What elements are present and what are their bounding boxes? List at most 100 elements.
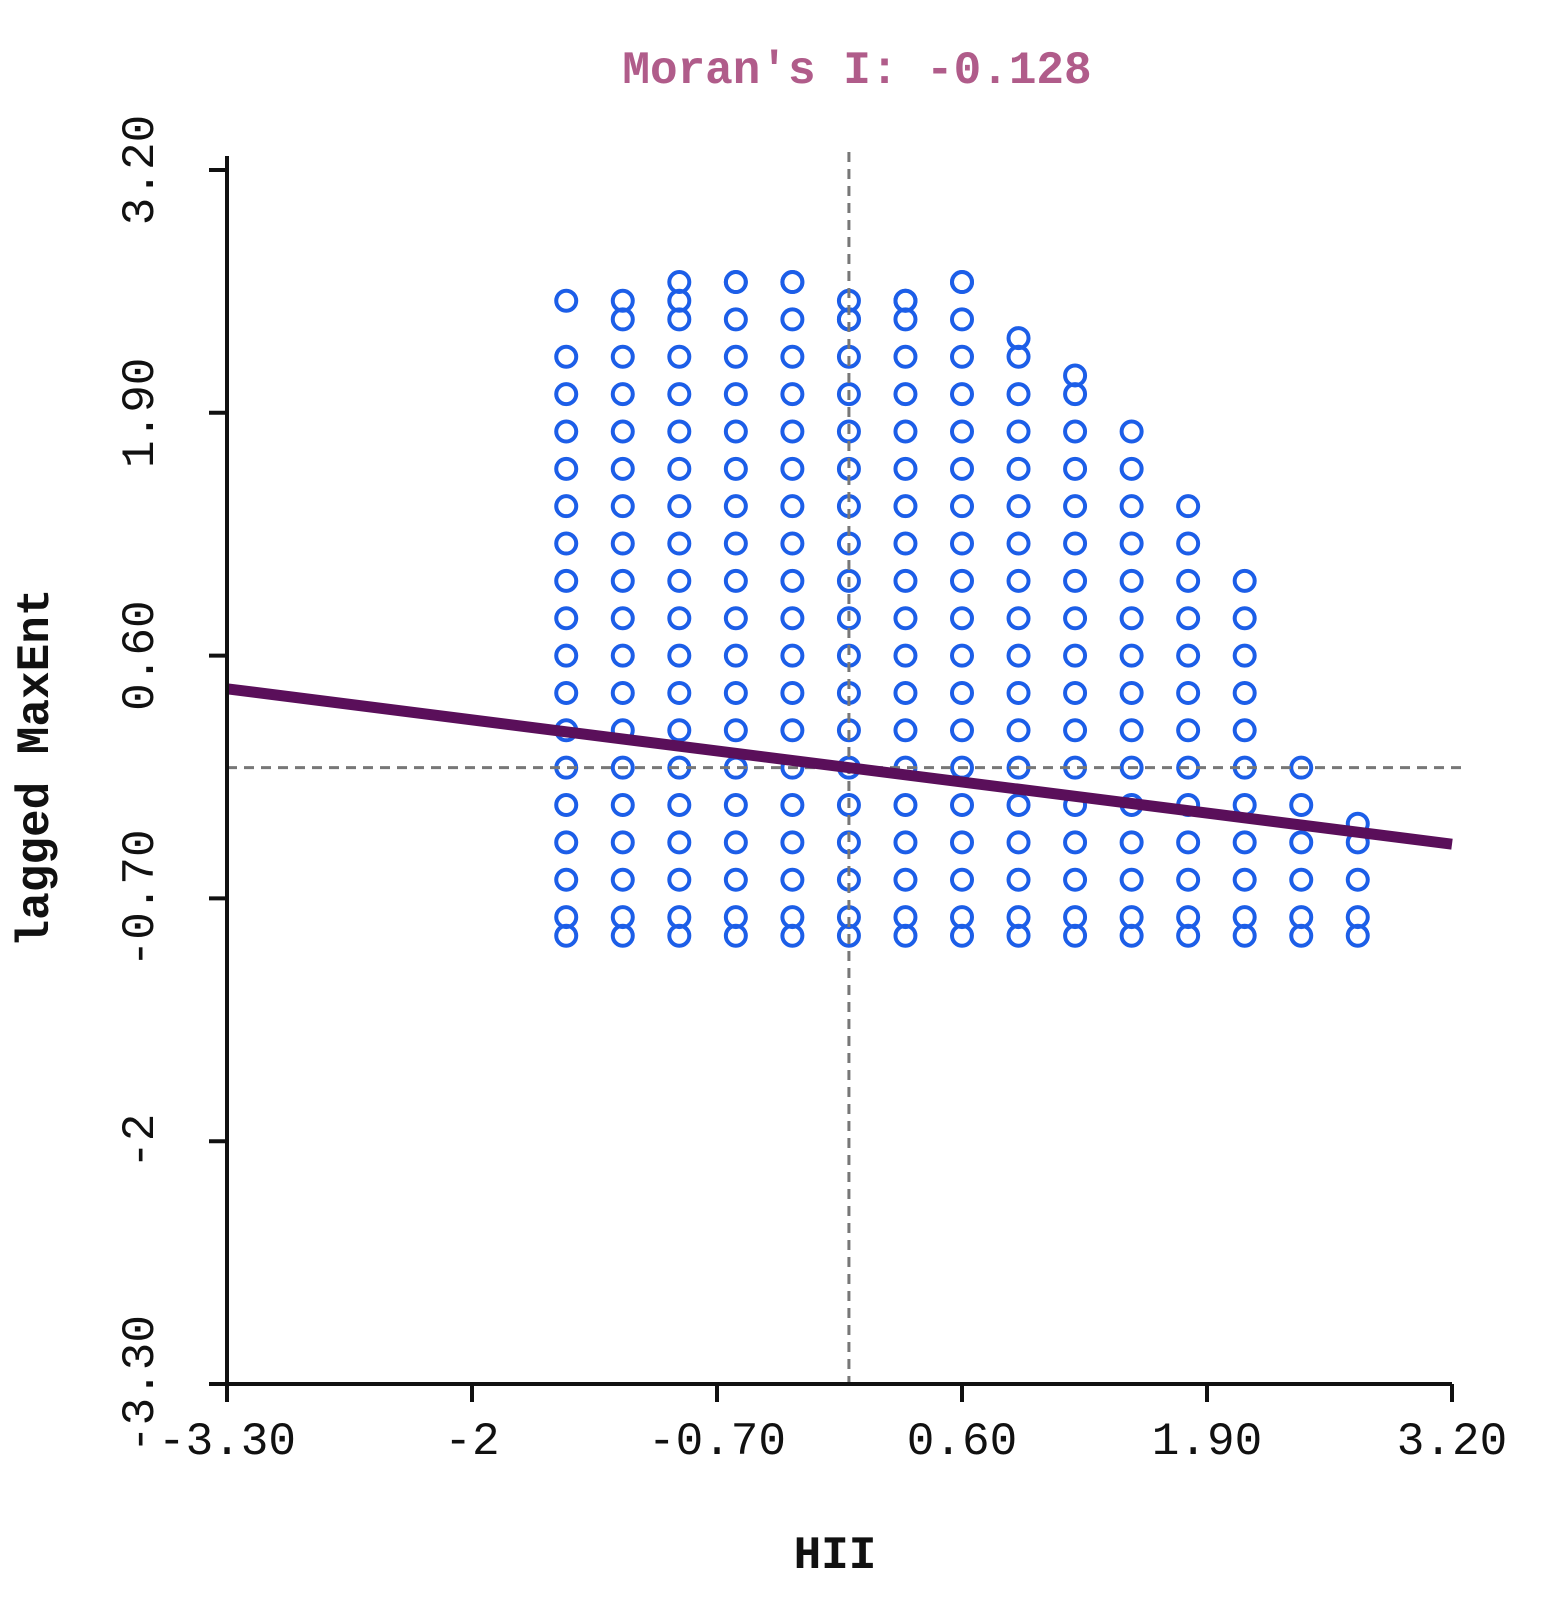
scatter-point [1345, 867, 1370, 892]
scatter-point [610, 344, 635, 369]
scatter-point [950, 419, 974, 444]
scatter-point [723, 905, 748, 930]
scatter-point [610, 867, 635, 892]
scatter-point [554, 456, 579, 481]
scatter-point [1063, 419, 1088, 444]
scatter-point [667, 680, 692, 705]
scatter-point [610, 793, 635, 818]
scatter-point [554, 830, 579, 855]
scatter-point [780, 680, 805, 705]
scatter-point [723, 344, 748, 369]
scatter-point [950, 568, 974, 593]
scatter-point [610, 419, 635, 444]
scatter-point [1232, 718, 1257, 743]
scatter-point [780, 270, 805, 295]
scatter-point [950, 606, 974, 631]
scatter-point [1232, 568, 1257, 593]
scatter-point [554, 419, 579, 444]
y-tick-label: 1.90 [115, 358, 167, 468]
scatter-point [723, 643, 748, 668]
scatter-point [1119, 419, 1144, 444]
scatter-point [780, 606, 805, 631]
y-tick-label: -0.70 [115, 829, 167, 967]
scatter-point [1232, 867, 1257, 892]
scatter-point [893, 718, 918, 743]
scatter-point [667, 419, 692, 444]
scatter-point [950, 830, 974, 855]
scatter-point [893, 419, 918, 444]
scatter-point [1232, 905, 1257, 930]
scatter-point [780, 718, 805, 743]
scatter-point [610, 755, 635, 780]
scatter-point [780, 830, 805, 855]
scatter-point [1176, 643, 1201, 668]
x-axis-ticks: -3.30 -2 -0.70 0.60 1.90 3.20 [158, 1384, 1507, 1468]
scatter-point [1006, 867, 1031, 892]
scatter-point [610, 680, 635, 705]
scatter-point [1063, 531, 1088, 556]
scatter-point [1176, 606, 1201, 631]
scatter-point [723, 307, 748, 332]
scatter-point [950, 270, 974, 295]
y-tick-label: 0.60 [115, 600, 167, 710]
scatter-point [667, 830, 692, 855]
scatter-point [950, 307, 974, 332]
scatter-point [554, 568, 579, 593]
scatter-point [1176, 494, 1201, 519]
scatter-point [1006, 568, 1031, 593]
scatter-point [1063, 905, 1088, 930]
x-tick-label: -0.70 [648, 1416, 786, 1468]
scatter-point [1063, 718, 1088, 743]
scatter-point [1119, 718, 1144, 743]
scatter-point [1119, 568, 1144, 593]
scatter-point [1063, 363, 1088, 388]
scatter-point [667, 793, 692, 818]
scatter-point [1006, 531, 1031, 556]
scatter-point [893, 830, 918, 855]
scatter-point [893, 793, 918, 818]
scatter-point [610, 643, 635, 668]
y-tick-label: 3.20 [115, 115, 167, 225]
scatter-point [780, 643, 805, 668]
scatter-point [723, 270, 748, 295]
scatter-point [780, 382, 805, 407]
scatter-point [1006, 326, 1031, 351]
scatter-point [1232, 830, 1257, 855]
scatter-point [893, 680, 918, 705]
scatter-point [1119, 755, 1144, 780]
scatter-point [1119, 867, 1144, 892]
scatter-point [554, 382, 579, 407]
scatter-point [780, 531, 805, 556]
x-tick-label: 1.90 [1152, 1416, 1262, 1468]
scatter-point [950, 643, 974, 668]
chart-title: Moran's I: -0.128 [622, 45, 1091, 97]
scatter-point [1063, 680, 1088, 705]
scatter-point [554, 905, 579, 930]
scatter-point [950, 531, 974, 556]
y-tick-label: -3.30 [115, 1315, 167, 1453]
scatter-point [1063, 568, 1088, 593]
scatter-point [554, 288, 579, 313]
scatter-point [554, 494, 579, 519]
scatter-point [893, 382, 918, 407]
x-tick-label: -3.30 [158, 1416, 296, 1468]
scatter-point [1289, 793, 1314, 818]
regression-line [226, 683, 1453, 850]
scatter-point [667, 905, 692, 930]
scatter-point [780, 568, 805, 593]
scatter-point [1006, 680, 1031, 705]
scatter-point [723, 456, 748, 481]
scatter-point [950, 456, 974, 481]
scatter-point [1119, 643, 1144, 668]
scatter-point [667, 382, 692, 407]
scatter-point [1006, 718, 1031, 743]
scatter-point [1006, 793, 1031, 818]
scatter-point [610, 494, 635, 519]
scatter-point [950, 344, 974, 369]
scatter-point [1176, 568, 1201, 593]
scatter-point [610, 568, 635, 593]
scatter-point [780, 793, 805, 818]
scatter-point [1119, 905, 1144, 930]
scatter-point [1006, 905, 1031, 930]
